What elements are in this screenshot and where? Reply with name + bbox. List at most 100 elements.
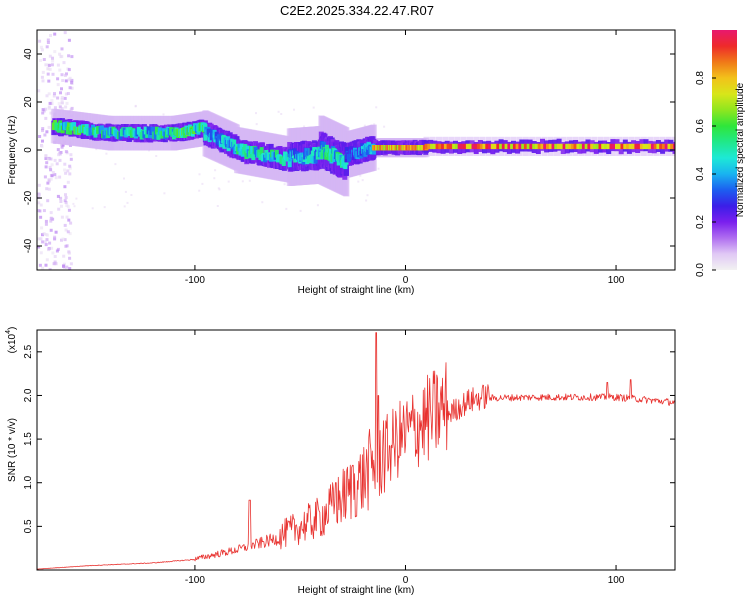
heatmap-cell [322, 142, 327, 150]
heatmap-cell [44, 63, 48, 67]
heatmap-cell [38, 263, 42, 267]
heatmap-cell [67, 38, 71, 42]
heatmap-cell [44, 165, 48, 169]
heatmap-cell [63, 168, 67, 172]
heatmap-cell [47, 248, 51, 252]
heatmap-cell [570, 143, 575, 150]
heatmap-cell [68, 267, 72, 270]
heatmap-cell [53, 235, 57, 239]
heatmap-cell [227, 180, 230, 183]
x-tick-label: -100 [185, 275, 205, 286]
heatmap-cell [316, 204, 319, 207]
heatmap-cell [63, 31, 67, 35]
heatmap-cell [72, 122, 77, 130]
heatmap-cell [64, 171, 68, 175]
heatmap-cell [41, 70, 45, 74]
heatmap-cell [623, 143, 628, 150]
heatmap-cell [62, 254, 66, 258]
heatmap-cell [37, 193, 41, 197]
heatmap-cell [44, 157, 48, 160]
heatmap-cell [67, 218, 71, 222]
heatmap-cell [648, 143, 653, 150]
heatmap-cell [63, 223, 67, 227]
heatmap-cell [49, 34, 52, 37]
heatmap-cell [67, 122, 71, 131]
heatmap-cell [42, 209, 46, 213]
heatmap-cell [45, 233, 49, 237]
heatmap-cell [40, 48, 44, 52]
heatmap-cell [554, 143, 559, 150]
heatmap-cell [60, 101, 64, 105]
heatmap-cell [70, 80, 74, 84]
heatmap-cell [263, 154, 268, 163]
heatmap-cell [568, 143, 573, 150]
heatmap-cell [51, 251, 55, 255]
heatmap-cell [345, 147, 350, 155]
heatmap-cell [424, 143, 429, 150]
spectrogram-x-label: Height of straight line (km) [298, 285, 415, 296]
heatmap-cell [53, 32, 57, 36]
heatmap-cell [49, 157, 53, 161]
heatmap-cell [59, 196, 63, 200]
heatmap-cell [198, 173, 201, 176]
heatmap-cell [66, 230, 70, 234]
snr-panel: -100 0 100 0.5 1.0 1.5 2.0 2.5 Height of strai… [5, 327, 676, 596]
heatmap-cell [377, 167, 380, 170]
heatmap-cell [105, 152, 108, 155]
heatmap-cell [371, 146, 376, 155]
heatmap-cell [54, 262, 58, 266]
heatmap-cell [47, 92, 51, 96]
heatmap-cell [237, 143, 242, 152]
heatmap-cell [63, 238, 67, 242]
heatmap-cell [130, 194, 133, 196]
heatmap-cell [58, 52, 62, 56]
heatmap-cell [303, 125, 306, 128]
heatmap-cell [359, 174, 362, 177]
heatmap-cell [60, 97, 64, 101]
colorbar-ticks: 0.0 0.2 0.4 0.6 0.8 [695, 71, 716, 277]
heatmap-cell [357, 180, 360, 183]
heatmap-cell [56, 63, 60, 67]
heatmap-cell [361, 179, 364, 182]
heatmap-cell [41, 139, 44, 143]
heatmap-cell [664, 143, 669, 150]
heatmap-cell [56, 96, 60, 100]
heatmap-cell [42, 58, 46, 61]
heatmap-cell [559, 143, 564, 150]
heatmap-cell [617, 143, 622, 150]
heatmap-cell [634, 143, 639, 150]
spectrogram-y-label: Frequency (Hz) [7, 116, 18, 185]
heatmap-cell [44, 219, 48, 223]
heatmap-cell [146, 126, 151, 135]
heatmap-cell [68, 256, 72, 260]
heatmap-cell [540, 143, 545, 150]
heatmap-cell [620, 143, 625, 150]
heatmap-cell [54, 176, 58, 180]
heatmap-cell [465, 143, 470, 150]
heatmap-cell [490, 143, 495, 150]
heatmap-cell [123, 177, 125, 180]
heatmap-cell [507, 143, 512, 150]
heatmap-cell [46, 41, 50, 44]
heatmap-cell [64, 150, 68, 154]
heatmap-cell [576, 143, 581, 150]
heatmap-cell [75, 197, 78, 200]
heatmap-cell [60, 215, 64, 219]
heatmap-cell [70, 86, 74, 90]
heatmap-cell [313, 155, 318, 164]
heatmap-cell [48, 268, 52, 270]
heatmap-cell [70, 78, 74, 82]
heatmap-cell [58, 175, 62, 179]
heatmap-cell [248, 179, 251, 182]
heatmap-cell [49, 168, 53, 172]
y-tick-label: 40 [23, 48, 34, 60]
heatmap-cell [69, 157, 73, 161]
heatmap-cell [551, 143, 556, 150]
heatmap-cell [49, 228, 53, 232]
heatmap-cell [103, 206, 106, 209]
heatmap-cell [39, 59, 42, 62]
heatmap-cell [40, 144, 44, 148]
heatmap-cell [44, 154, 48, 158]
heatmap-cell [58, 68, 62, 72]
heatmap-cell [430, 143, 435, 150]
